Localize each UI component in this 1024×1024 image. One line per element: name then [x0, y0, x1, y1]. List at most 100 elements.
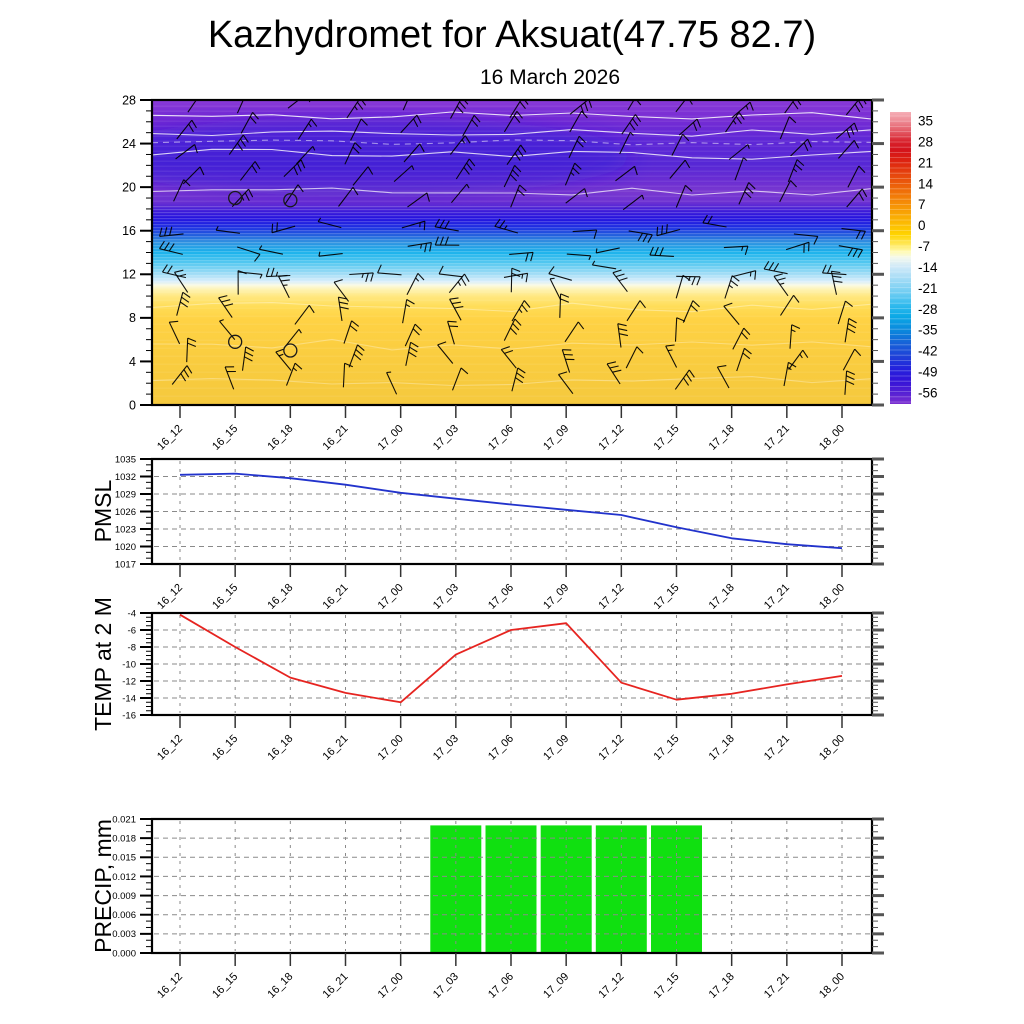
y-axis-tick-label: 12 [122, 268, 136, 282]
contour-line [152, 129, 872, 137]
x-axis-tick-label: 16_21 [321, 423, 351, 453]
x-axis-tick-label: 18_00 [817, 423, 847, 453]
y-axis-tick-label: 1026 [115, 507, 136, 518]
y-axis-tick-label: 0.000 [112, 948, 136, 959]
contour-line [152, 302, 872, 313]
x-axis-tick-label: 17_03 [431, 971, 461, 1001]
y-axis-tick-label: 8 [129, 311, 136, 325]
x-axis-tick-label: 16_21 [321, 733, 351, 763]
panel-frame [150, 457, 874, 566]
colorbar-tick-label: -35 [918, 323, 938, 338]
calm-wind-circle [228, 190, 243, 206]
x-axis-tick-label: 17_15 [652, 582, 682, 612]
x-axis-tick-label: 17_09 [541, 582, 571, 612]
colorbar-tick-label: 28 [918, 134, 933, 149]
y-axis-tick-label: -4 [128, 608, 136, 619]
y-axis-tick-label: 0.018 [112, 833, 136, 844]
contour-line [152, 376, 872, 387]
calm-wind-circle [283, 343, 298, 358]
x-axis-tick-label: 17_12 [596, 971, 626, 1001]
x-axis-tick-label: 17_12 [596, 582, 626, 612]
y-axis-tick-label: 1029 [115, 489, 136, 500]
contour-line [152, 111, 872, 120]
y-axis-tick-label: 0.009 [112, 891, 136, 902]
y-axis-tick-label: -10 [122, 659, 136, 670]
y-axis-tick-label: 1017 [115, 559, 136, 570]
colorbar-tick-label: 0 [918, 218, 926, 233]
y-axis-tick-label: 0.015 [112, 853, 136, 864]
x-axis-tick-label: 16_12 [155, 733, 185, 763]
y-axis-tick-label: 24 [122, 137, 136, 151]
x-axis-tick-label: 17_06 [486, 423, 516, 453]
y-axis-tick-label: 1020 [115, 542, 136, 553]
x-axis-tick-label: 17_15 [652, 971, 682, 1001]
colorbar-tick-label: 35 [918, 114, 933, 129]
x-axis-tick-label: 17_15 [652, 423, 682, 453]
x-axis-tick-label: 18_00 [817, 971, 847, 1001]
x-axis-tick-label: 16_12 [155, 582, 185, 612]
x-axis-tick-label: 17_18 [707, 423, 737, 453]
x-axis-tick-label: 18_00 [817, 733, 847, 763]
y-axis-tick-label: -16 [122, 710, 136, 721]
colorbar-tick-label: -28 [918, 302, 938, 317]
x-axis-tick-label: 17_09 [541, 423, 571, 453]
x-axis-tick-label: 17_21 [762, 733, 792, 763]
colorbar-gradient [890, 112, 911, 404]
x-axis-tick-label: 17_12 [596, 423, 626, 453]
colorbar-tick-label: -7 [918, 239, 930, 254]
x-axis-tick-label: 16_18 [265, 423, 295, 453]
calm-wind-circle [228, 334, 243, 349]
x-axis-tick-label: 16_21 [321, 971, 351, 1001]
colorbar-tick-label: -14 [918, 260, 938, 275]
x-axis-tick-label: 16_18 [265, 733, 295, 763]
x-axis-tick-label: 16_18 [265, 582, 295, 612]
wind-barbs [159, 100, 868, 395]
y-axis-tick-label: -14 [122, 693, 136, 704]
x-axis-tick-label: 17_03 [431, 423, 461, 453]
x-axis-tick-label: 16_15 [210, 971, 240, 1001]
x-axis-tick-label: 17_18 [707, 582, 737, 612]
y-axis-tick-label: 28 [122, 93, 136, 107]
x-axis-tick-label: 17_21 [762, 582, 792, 612]
x-axis-tick-label: 16_12 [155, 971, 185, 1001]
y-axis-tick-label: 1032 [115, 472, 136, 483]
contour-line [152, 187, 872, 196]
y-axis-tick-label: 0.021 [112, 814, 136, 825]
x-axis-tick-label: 17_09 [541, 971, 571, 1001]
x-axis-tick-label: 16_12 [155, 423, 185, 453]
y-axis-tick-label: -8 [128, 642, 136, 653]
cross-section-content [152, 100, 872, 397]
x-axis-tick-label: 16_15 [210, 582, 240, 612]
x-axis-tick-label: 17_12 [596, 733, 626, 763]
y-axis-tick-label: 0.012 [112, 872, 136, 883]
x-axis-tick-label: 17_00 [376, 423, 406, 453]
x-axis-tick-label: 17_00 [376, 582, 406, 612]
colorbar-tick-label: -21 [918, 281, 938, 296]
x-axis-tick-label: 17_18 [707, 971, 737, 1001]
x-axis-tick-label: 16_15 [210, 733, 240, 763]
y-axis-tick-label: -12 [122, 676, 136, 687]
data-line [179, 613, 843, 704]
x-axis-tick-label: 17_21 [762, 423, 792, 453]
y-axis-tick-label: 20 [122, 181, 136, 195]
data-line [179, 472, 843, 550]
page-subtitle: 16 March 2026 [479, 66, 621, 89]
x-axis-tick-label: 17_06 [486, 733, 516, 763]
contour-line [152, 338, 872, 351]
colorbar-tick-label: 21 [918, 155, 933, 170]
page-title: Kazhydromet for Aksuat(47.75 82.7) [207, 14, 817, 56]
y-axis-tick-label: 0.006 [112, 910, 136, 921]
colorbar-tick-label: -42 [918, 344, 938, 359]
x-axis-tick-label: 16_18 [265, 971, 295, 1001]
x-axis-tick-label: 17_21 [762, 971, 792, 1001]
colorbar-tick-label: -56 [918, 385, 938, 400]
x-axis-tick-label: 17_06 [486, 971, 516, 1001]
x-axis-tick-label: 17_03 [431, 733, 461, 763]
x-axis-tick-label: 17_00 [376, 733, 406, 763]
y-axis-tick-label: 16 [122, 224, 136, 238]
y-axis-tick-label: 0 [129, 398, 136, 412]
y-axis-tick-label: 1023 [115, 524, 136, 535]
colorbar-tick-label: 7 [918, 197, 926, 212]
